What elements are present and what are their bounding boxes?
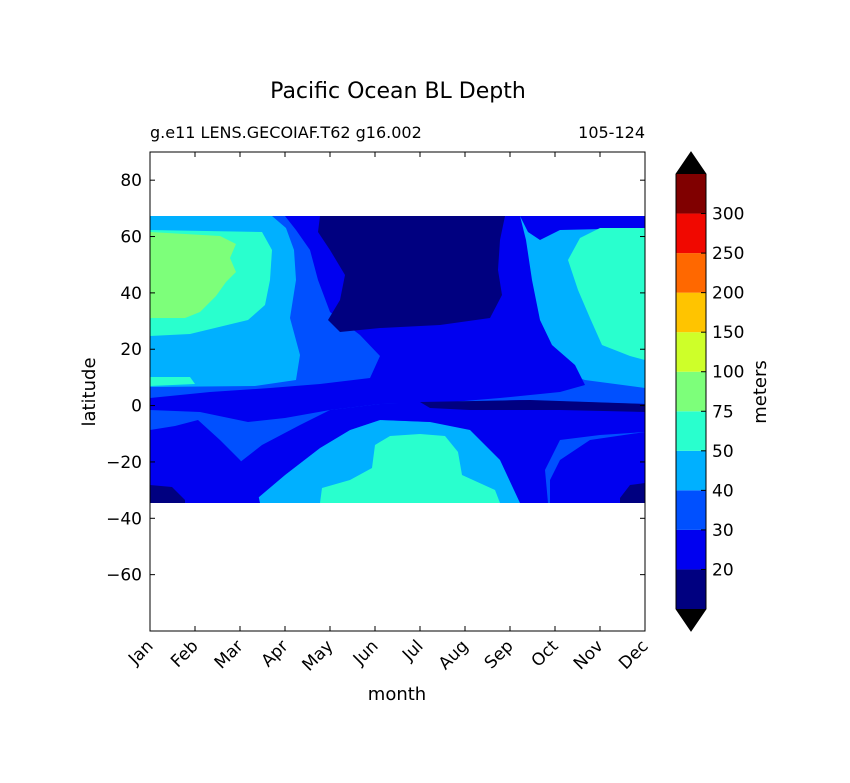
colorbar-tick-label: 100 bbox=[712, 363, 744, 383]
plot-frame bbox=[149, 151, 646, 632]
colorbar-tick-label: 20 bbox=[712, 560, 734, 580]
colorbar-tick-label: 40 bbox=[712, 481, 734, 501]
colorbar-bin bbox=[676, 529, 706, 570]
x-axis-label: month bbox=[368, 684, 426, 705]
colorbar-frame bbox=[675, 151, 707, 632]
colorbar-bin bbox=[676, 490, 706, 530]
colorbar-bin bbox=[676, 450, 706, 491]
y-tick-label: 20 bbox=[120, 340, 142, 360]
x-tick-label: Dec bbox=[615, 636, 652, 673]
contour-50-75-north-right bbox=[568, 228, 645, 360]
x-tick-label: Mar bbox=[211, 636, 248, 673]
x-tick-label: Sep bbox=[481, 636, 518, 673]
contour-20-30-equator bbox=[210, 400, 645, 503]
colorbar-bin bbox=[676, 332, 706, 372]
colorbar-bin bbox=[676, 371, 706, 412]
colorbar-bin bbox=[676, 292, 706, 333]
colorbar-tick-label: 150 bbox=[712, 323, 744, 343]
x-tick-label: Aug bbox=[435, 636, 473, 674]
colorbar-tick-label: 250 bbox=[712, 244, 744, 264]
y-tick-label: 80 bbox=[120, 171, 142, 191]
contour-75-100-north bbox=[150, 232, 236, 318]
contour-50-75-north-spot bbox=[150, 377, 195, 386]
x-tick-label: Feb bbox=[167, 636, 202, 671]
colorbar-bin bbox=[676, 174, 706, 214]
colorbar-bin bbox=[676, 213, 706, 254]
contour-20-30-top-right bbox=[520, 216, 645, 240]
chart-subtitle-right: 105-124 bbox=[578, 123, 645, 142]
colorbar-bin bbox=[676, 569, 706, 609]
y-tick-label: −40 bbox=[106, 509, 142, 529]
colorbar-bin bbox=[676, 411, 706, 451]
y-tick-label: 60 bbox=[120, 228, 142, 248]
colorbar-tick-label: 50 bbox=[712, 442, 734, 462]
colorbar-extend-max bbox=[676, 152, 706, 174]
contour-20-30-south-left bbox=[150, 420, 260, 503]
chart-title: Pacific Ocean BL Depth bbox=[270, 79, 526, 104]
contour-10-20-equator bbox=[420, 400, 645, 412]
colorbar-tick-label: 30 bbox=[712, 521, 734, 541]
contour-50-75-south bbox=[320, 434, 500, 503]
x-tick-label: May bbox=[299, 636, 338, 675]
y-axis-label: latitude bbox=[79, 357, 100, 426]
x-tick-label: Apr bbox=[258, 636, 293, 671]
colorbar-tick-label: 75 bbox=[712, 402, 734, 422]
x-tick-label: Jun bbox=[349, 636, 383, 670]
x-tick-label: Jan bbox=[124, 636, 157, 669]
contour-10-20-north bbox=[318, 216, 505, 332]
chart-subtitle-left: g.e11 LENS.GECOIAF.T62 g16.002 bbox=[150, 123, 422, 142]
colorbar: 20 30 40 50 75 100 150 200 250 300 bbox=[675, 151, 744, 632]
contour-field bbox=[150, 216, 645, 503]
y-tick-label: −60 bbox=[106, 566, 142, 586]
colorbar-tick-label: 200 bbox=[712, 284, 744, 304]
x-tick-label: Nov bbox=[570, 636, 608, 674]
y-tick-label: 0 bbox=[131, 397, 142, 417]
y-tick-label: 40 bbox=[120, 284, 142, 304]
contour-10-20-south-left bbox=[150, 485, 185, 503]
x-tick-label: Oct bbox=[528, 636, 563, 671]
colorbar-label: meters bbox=[750, 360, 771, 424]
y-axis: 80 60 40 20 0 −20 −40 −60 bbox=[106, 171, 645, 586]
contour-20-30-south-right bbox=[550, 432, 645, 503]
contour-10-20-south-right bbox=[620, 483, 645, 503]
colorbar-extend-min bbox=[676, 609, 706, 631]
y-tick-label: −20 bbox=[106, 453, 142, 473]
x-tick-label: Jul bbox=[398, 636, 427, 665]
colorbar-tick-label: 300 bbox=[712, 205, 744, 225]
colorbar-bin bbox=[676, 253, 706, 293]
